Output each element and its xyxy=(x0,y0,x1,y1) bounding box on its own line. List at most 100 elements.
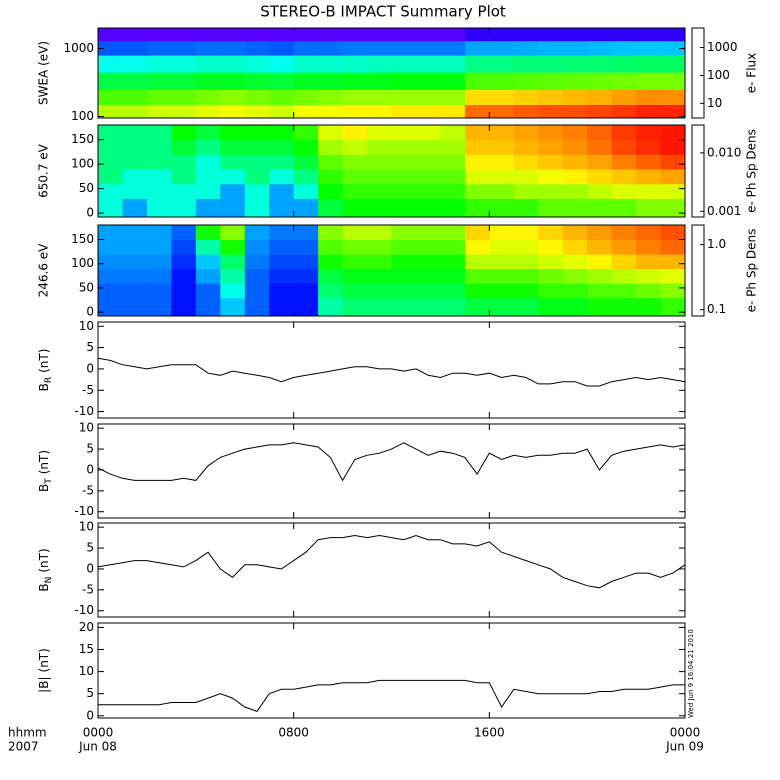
heat-cell xyxy=(367,104,392,119)
heat-cell xyxy=(660,239,686,255)
heat-cell xyxy=(513,55,539,73)
heat-cell xyxy=(636,297,662,317)
heat-cell xyxy=(391,198,417,218)
heat-cell xyxy=(269,169,295,185)
heat-cell xyxy=(171,28,197,42)
panel-frame xyxy=(97,224,686,317)
heat-cell xyxy=(220,28,246,42)
heat-cell xyxy=(98,125,123,141)
y-label-main: B xyxy=(37,383,51,391)
heat-cell xyxy=(660,268,686,284)
heat-cell xyxy=(562,268,588,284)
colorbar-tick-label: 1000 xyxy=(707,40,738,54)
heat-cell xyxy=(146,268,172,284)
heat-cell xyxy=(195,104,221,119)
heat-cell xyxy=(489,139,515,155)
heat-cell xyxy=(171,225,197,241)
heat-cell xyxy=(146,254,172,270)
x-tick-label: 1600 xyxy=(474,726,505,740)
heat-cell xyxy=(269,154,295,170)
y-label-main: B xyxy=(37,484,51,492)
heat-cell xyxy=(538,225,564,241)
heat-cell xyxy=(195,283,221,299)
heat-cell xyxy=(562,28,588,42)
heat-cell xyxy=(415,154,441,170)
y-tick-label: 0 xyxy=(86,305,94,319)
heat-cell xyxy=(244,154,270,170)
heat-cell xyxy=(415,139,441,155)
y-tick-label: 0 xyxy=(86,561,94,575)
colorbar-tick-label: 0.001 xyxy=(707,204,741,218)
heat-cell xyxy=(293,104,319,119)
heat-cell xyxy=(171,239,197,255)
heat-cell xyxy=(440,198,466,218)
heat-cell xyxy=(98,297,123,317)
heat-cell xyxy=(318,40,344,56)
heat-cell xyxy=(195,154,221,170)
heat-cell xyxy=(244,40,270,56)
heat-cell xyxy=(367,154,392,170)
heat-cell xyxy=(513,268,539,284)
heat-cell xyxy=(244,254,270,270)
heat-cell xyxy=(611,239,637,255)
heat-cell xyxy=(146,297,172,317)
heat-cell xyxy=(440,125,466,141)
heat-cell xyxy=(269,40,295,56)
heat-cell xyxy=(538,154,564,170)
heat-cell xyxy=(391,40,417,56)
heat-cell xyxy=(122,40,148,56)
heat-cell xyxy=(171,40,197,56)
panel-frame xyxy=(97,522,686,618)
heat-cell xyxy=(562,297,588,317)
year-label: 2007 xyxy=(8,740,39,754)
heat-cell xyxy=(440,254,466,270)
heat-cell xyxy=(269,268,295,284)
y-tick-label: 10 xyxy=(79,520,94,534)
heat-cell xyxy=(146,225,172,241)
heat-cell xyxy=(391,55,417,73)
heat-cell xyxy=(269,125,295,141)
heat-cell xyxy=(611,125,637,141)
heat-cell xyxy=(318,254,344,270)
heat-cell xyxy=(464,169,490,185)
heat-cell xyxy=(636,40,662,56)
heat-cell xyxy=(293,183,319,199)
heat-cell xyxy=(318,125,344,141)
heat-cell xyxy=(146,55,172,73)
heat-cell xyxy=(367,198,392,218)
heat-cell xyxy=(464,183,490,199)
heat-cell xyxy=(636,283,662,299)
heat-cell xyxy=(122,104,148,119)
heat-cell xyxy=(122,239,148,255)
heat-cell xyxy=(562,183,588,199)
heat-cell xyxy=(464,72,490,90)
panel-frame xyxy=(97,27,686,119)
heat-cell xyxy=(391,72,417,90)
heat-cell xyxy=(293,154,319,170)
y-tick-label: 5 xyxy=(86,541,94,555)
heat-cell xyxy=(244,55,270,73)
heat-cell xyxy=(318,72,344,90)
heat-cell xyxy=(220,183,246,199)
heat-cell xyxy=(513,198,539,218)
heat-cell xyxy=(538,72,564,90)
y-axis-label: 246.6 eV xyxy=(37,243,51,298)
heat-cell xyxy=(122,125,148,141)
heat-cell xyxy=(513,225,539,241)
heat-cell xyxy=(220,283,246,299)
heat-cell xyxy=(367,225,392,241)
heat-cell xyxy=(367,139,392,155)
heat-cell xyxy=(660,72,686,90)
heat-cell xyxy=(489,297,515,317)
heat-cell xyxy=(538,183,564,199)
heat-cell xyxy=(293,198,319,218)
heat-cell xyxy=(122,28,148,42)
heat-cell xyxy=(391,297,417,317)
heat-cell xyxy=(293,169,319,185)
y-tick-label: 10 xyxy=(79,421,94,435)
heat-cell xyxy=(562,55,588,73)
heat-cell xyxy=(220,225,246,241)
heat-cell xyxy=(489,183,515,199)
heat-cell xyxy=(611,169,637,185)
y-tick-label: -10 xyxy=(74,404,94,418)
